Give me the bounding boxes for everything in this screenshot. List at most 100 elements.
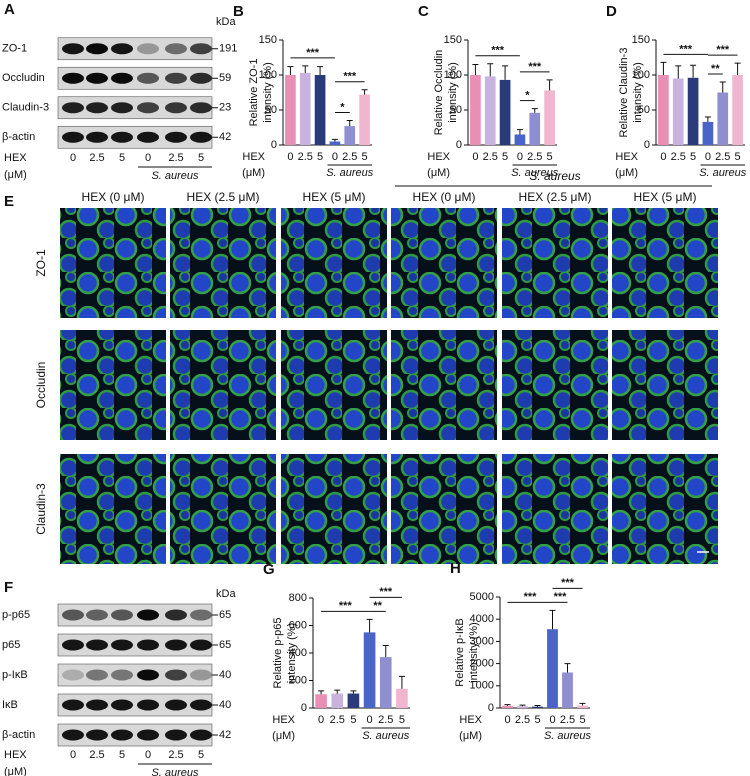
lane-label: 2.5 bbox=[89, 152, 104, 164]
sig-label: * bbox=[525, 90, 530, 102]
x-tick-label: 2.5 bbox=[342, 151, 357, 163]
error-bar bbox=[549, 609, 556, 630]
x-tick-label: 2.5 bbox=[483, 151, 498, 163]
x-tick-label: 0 bbox=[517, 151, 523, 163]
y-tick-label: 50 bbox=[265, 104, 277, 116]
blot-band bbox=[111, 609, 133, 621]
y-axis-label: intensity (%) bbox=[286, 623, 298, 684]
x-tick-label: 0 bbox=[549, 714, 555, 726]
error-bar bbox=[346, 120, 353, 127]
kda-value: 59 bbox=[219, 72, 231, 84]
blot-band bbox=[165, 669, 187, 681]
y-axis-label: Relative p-IκB bbox=[454, 618, 466, 686]
micrograph bbox=[281, 330, 387, 440]
bar bbox=[347, 693, 360, 708]
x-tick-label: 0 bbox=[504, 714, 510, 726]
micrograph bbox=[391, 330, 497, 440]
bar bbox=[658, 75, 669, 145]
panel-label: D bbox=[606, 3, 617, 20]
error-bar bbox=[487, 63, 494, 77]
y-axis-label: intensity (%) bbox=[262, 62, 274, 123]
micrograph bbox=[170, 330, 276, 440]
sig-label: *** bbox=[491, 45, 505, 57]
panel-label: A bbox=[4, 1, 15, 18]
x-tick-label: 0 bbox=[472, 151, 478, 163]
x-title: (μM) bbox=[242, 167, 265, 179]
x-tick-label: 2.5 bbox=[298, 151, 313, 163]
blot-band bbox=[62, 669, 84, 681]
blot-row-label: IκB bbox=[2, 699, 18, 711]
error-bar bbox=[546, 79, 553, 91]
blot-band bbox=[62, 102, 84, 114]
bar bbox=[732, 75, 743, 145]
y-tick-label: 0 bbox=[301, 702, 307, 714]
y-tick-label: 100 bbox=[632, 69, 650, 81]
micrograph bbox=[502, 454, 608, 564]
bar bbox=[547, 629, 558, 708]
y-tick-label: 0 bbox=[271, 139, 277, 151]
row-label: ZO-1 bbox=[34, 249, 48, 277]
bar bbox=[687, 77, 699, 145]
y-tick-label: 150 bbox=[632, 34, 650, 46]
blot-band bbox=[190, 609, 212, 621]
bar bbox=[544, 90, 555, 145]
x-tick-label: 2.5 bbox=[560, 714, 575, 726]
x-tick-label: 2.5 bbox=[330, 714, 345, 726]
blot-row-label: p-IκB bbox=[2, 669, 28, 681]
blot-band bbox=[62, 72, 84, 84]
bar bbox=[532, 706, 543, 708]
bar bbox=[285, 75, 296, 145]
bar bbox=[344, 126, 356, 145]
sig-label: *** bbox=[343, 71, 357, 83]
error-bar bbox=[331, 138, 338, 142]
x-tick-label: 5 bbox=[502, 151, 508, 163]
group-label: S. aureus bbox=[511, 167, 559, 179]
blot-band bbox=[111, 669, 133, 681]
kda-value: 65 bbox=[219, 609, 231, 621]
blot-band bbox=[86, 729, 108, 741]
blot-band bbox=[86, 699, 108, 711]
micrograph bbox=[502, 330, 608, 440]
blot-row-label: β-actin bbox=[2, 729, 35, 741]
y-tick-label: 0 bbox=[456, 139, 462, 151]
error-bar bbox=[382, 644, 389, 658]
blot-band bbox=[190, 669, 212, 681]
blot-row-label: Claudin-3 bbox=[2, 102, 49, 114]
error-bar bbox=[317, 66, 324, 75]
y-axis-label: Relative p-p65 bbox=[272, 618, 284, 689]
bar bbox=[331, 693, 344, 708]
error-bar bbox=[719, 81, 726, 93]
x-tick-label: 2.5 bbox=[671, 151, 686, 163]
error-bar bbox=[287, 66, 294, 75]
kda-value: 191 bbox=[219, 43, 237, 55]
x-tick-label: 0 bbox=[367, 714, 373, 726]
x-tick-label: 5 bbox=[534, 714, 540, 726]
bar bbox=[502, 705, 513, 708]
y-tick-label: 100 bbox=[444, 69, 462, 81]
lane-label: 0 bbox=[145, 152, 151, 164]
blot-band bbox=[111, 699, 133, 711]
x-title: (μM) bbox=[4, 169, 27, 181]
bar bbox=[396, 688, 408, 708]
sig-label: *** bbox=[379, 586, 393, 598]
panel-label: H bbox=[450, 560, 461, 577]
group-label: S. aureus bbox=[326, 167, 374, 179]
blot-row-label: p-p65 bbox=[2, 609, 30, 621]
x-tick-label: 2.5 bbox=[378, 714, 393, 726]
micrograph bbox=[612, 454, 718, 564]
sig-label: *** bbox=[561, 577, 575, 589]
x-title: (μM) bbox=[615, 167, 638, 179]
bar bbox=[315, 694, 327, 708]
blot-band bbox=[111, 72, 133, 84]
column-header: HEX (5 μM) bbox=[634, 190, 697, 204]
blot-band bbox=[111, 43, 133, 55]
bar bbox=[314, 75, 326, 145]
lane-label: 0 bbox=[145, 749, 151, 761]
kda-value: 40 bbox=[219, 699, 231, 711]
blot-band bbox=[165, 131, 187, 143]
blot-band bbox=[190, 131, 212, 143]
x-tick-label: 5 bbox=[350, 714, 356, 726]
error-bar bbox=[504, 704, 511, 706]
x-tick-label: 5 bbox=[362, 151, 368, 163]
kda-value: 65 bbox=[219, 639, 231, 651]
